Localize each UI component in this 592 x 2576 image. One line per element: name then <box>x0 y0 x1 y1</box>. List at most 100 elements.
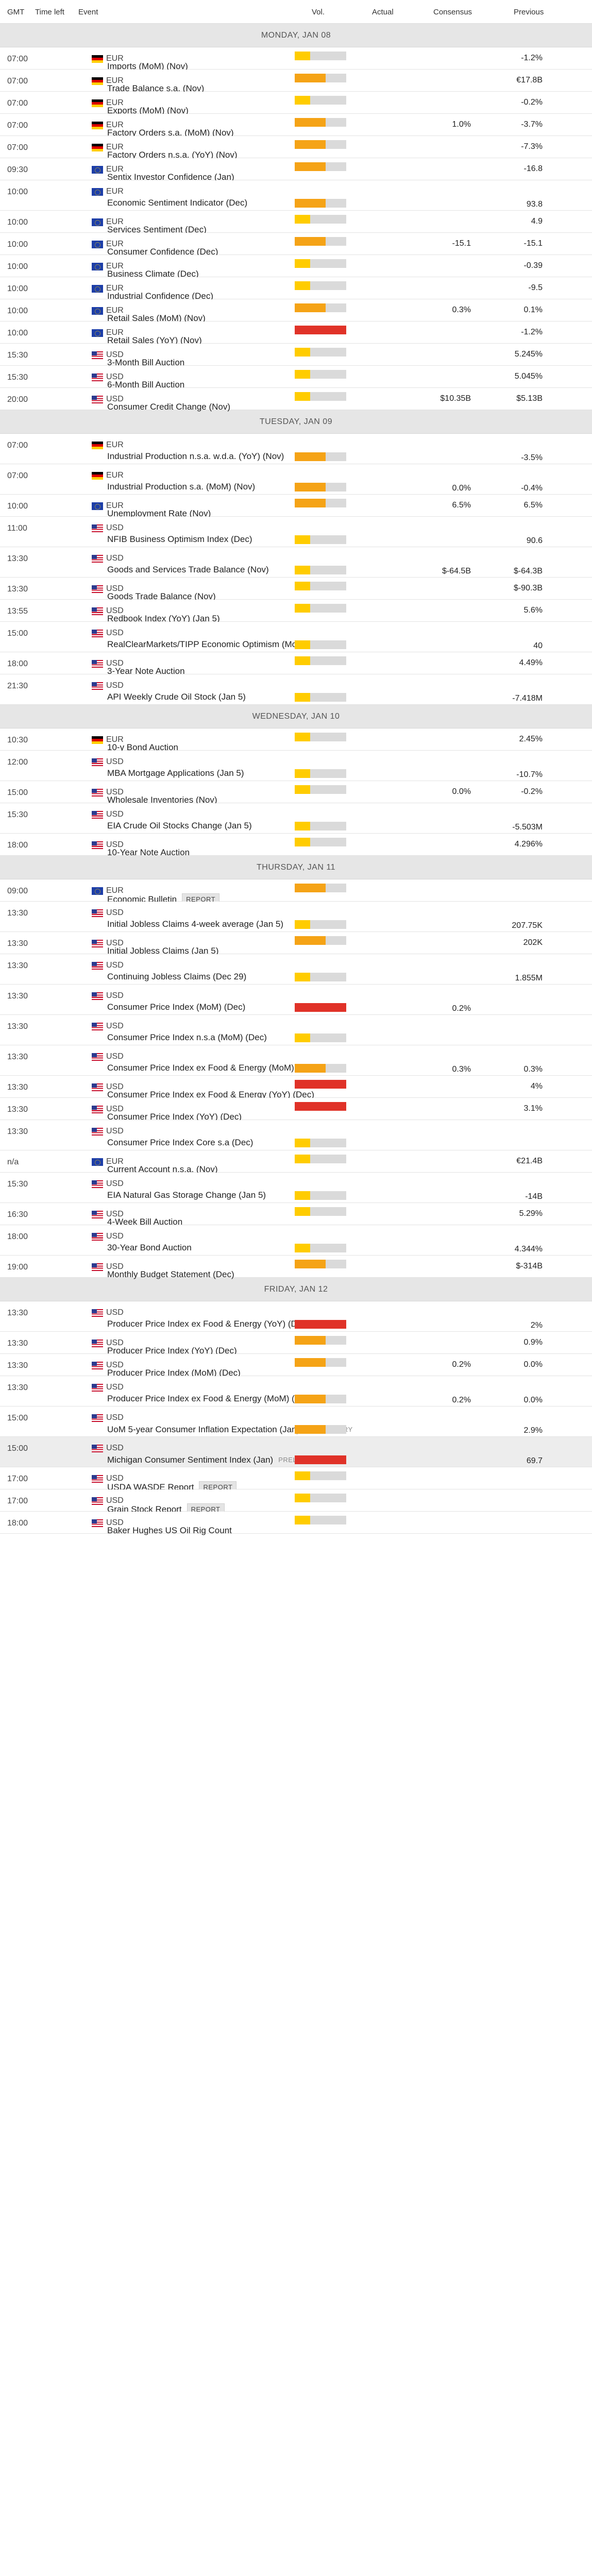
event-row[interactable]: 10:00 EUR Industrial Confidence (Dec) -9.5 <box>0 277 592 301</box>
event-name-text[interactable]: API Weekly Crude Oil Stock (Jan 5) <box>107 692 246 702</box>
event-name[interactable]: Producer Price Index ex Food & Energy (Y… <box>107 1319 309 1329</box>
event-name-text[interactable]: Retail Sales (YoY) (Nov) <box>107 335 202 345</box>
event-row[interactable]: 07:00 EUR Factory Orders s.a. (MoM) (Nov) 1… <box>0 114 592 138</box>
col-gmt[interactable]: GMT <box>7 8 25 16</box>
event-name-text[interactable]: RealClearMarkets/TIPP Economic Optimism … <box>107 639 330 649</box>
event-row[interactable]: 15:00 USD RealClearMarkets/TIPP Economic O… <box>0 622 592 652</box>
event-row[interactable]: 16:30 USD 4-Week Bill Auction 5.29% <box>0 1203 592 1227</box>
event-row[interactable]: 15:30 USD EIA Crude Oil Stocks Change (Jan… <box>0 803 592 834</box>
event-name-text[interactable]: 30-Year Bond Auction <box>107 1243 192 1252</box>
event-row[interactable]: 20:00 USD Consumer Credit Change (Nov) $10.… <box>0 388 592 412</box>
event-name[interactable]: API Weekly Crude Oil Stock (Jan 5) <box>107 692 246 702</box>
event-name[interactable]: Trade Balance s.a. (Nov) <box>107 83 204 94</box>
event-row[interactable]: 13:30 USD Initial Jobless Claims 4-week av… <box>0 902 592 932</box>
event-name[interactable]: Services Sentiment (Dec) <box>107 225 207 235</box>
event-row[interactable]: 13:55 USD Redbook Index (YoY) (Jan 5) 5.6% <box>0 600 592 623</box>
event-name[interactable]: Producer Price Index (YoY) (Dec) <box>107 1346 237 1356</box>
event-name[interactable]: Monthly Budget Statement (Dec) <box>107 1269 234 1280</box>
event-name[interactable]: Factory Orders n.s.a. (YoY) (Nov) <box>107 150 238 160</box>
col-previous[interactable]: Previous <box>514 8 544 16</box>
event-name-text[interactable]: Initial Jobless Claims (Jan 5) <box>107 946 219 956</box>
event-name-text[interactable]: EIA Crude Oil Stocks Change (Jan 5) <box>107 821 252 831</box>
event-name-text[interactable]: Consumer Price Index ex Food & Energy (M… <box>107 1063 318 1073</box>
event-name-text[interactable]: Initial Jobless Claims 4-week average (J… <box>107 919 284 929</box>
event-name[interactable]: Consumer Price Index (YoY) (Dec) <box>107 1112 242 1122</box>
event-row[interactable]: 15:30 USD 3-Month Bill Auction 5.245% <box>0 344 592 368</box>
event-name-text[interactable]: Factory Orders n.s.a. (YoY) (Nov) <box>107 150 238 160</box>
event-name[interactable]: Goods Trade Balance (Nov) <box>107 591 216 602</box>
event-name[interactable]: RealClearMarkets/TIPP Economic Optimism … <box>107 639 329 650</box>
event-row[interactable]: 07:00 EUR Industrial Production n.s.a. w.d… <box>0 434 592 464</box>
event-row[interactable]: 10:00 EUR Retail Sales (MoM) (Nov) 0.3% 0.1% <box>0 299 592 324</box>
event-name-text[interactable]: Goods Trade Balance (Nov) <box>107 591 216 601</box>
event-name[interactable]: 4-Week Bill Auction <box>107 1217 182 1227</box>
event-name-text[interactable]: Redbook Index (YoY) (Jan 5) <box>107 614 220 623</box>
event-name[interactable]: 10-Year Note Auction <box>107 848 190 858</box>
event-name[interactable]: 3-Year Note Auction <box>107 666 185 676</box>
event-name[interactable]: Industrial Confidence (Dec) <box>107 291 213 301</box>
event-name-text[interactable]: EIA Natural Gas Storage Change (Jan 5) <box>107 1190 266 1200</box>
event-name[interactable]: Consumer Price Index n.s.a (MoM) (Dec) <box>107 1032 267 1043</box>
event-name[interactable]: Retail Sales (YoY) (Nov) <box>107 335 202 346</box>
event-row[interactable]: 13:30 USD Goods Trade Balance (Nov) $-90.3B <box>0 578 592 602</box>
event-row[interactable]: 13:30 USD Goods and Services Trade Balance… <box>0 547 592 578</box>
event-name-text[interactable]: Wholesale Inventories (Nov) <box>107 795 217 805</box>
event-name-text[interactable]: Grain Stock Report <box>107 1504 182 1514</box>
event-name[interactable]: EIA Crude Oil Stocks Change (Jan 5) <box>107 821 252 831</box>
event-row[interactable]: 11:00 USD NFIB Business Optimism Index (De… <box>0 517 592 547</box>
event-name[interactable]: MBA Mortgage Applications (Jan 5) <box>107 768 244 778</box>
event-name-text[interactable]: Goods and Services Trade Balance (Nov) <box>107 565 269 574</box>
col-time-left[interactable]: Time left <box>35 8 64 16</box>
event-name-text[interactable]: Consumer Price Index (YoY) (Dec) <box>107 1112 242 1122</box>
event-name[interactable]: Sentix Investor Confidence (Jan) <box>107 172 234 182</box>
event-name-text[interactable]: Producer Price Index (MoM) (Dec) <box>107 1368 241 1378</box>
event-name-text[interactable]: Factory Orders s.a. (MoM) (Nov) <box>107 128 234 138</box>
event-name[interactable]: Imports (MoM) (Nov) <box>107 61 188 72</box>
event-row[interactable]: 13:30 USD Producer Price Index (MoM) (Dec)… <box>0 1354 592 1378</box>
event-name-text[interactable]: 6-Month Bill Auction <box>107 380 185 389</box>
event-name-text[interactable]: Michigan Consumer Sentiment Index (Jan) <box>107 1454 274 1465</box>
event-name-text[interactable]: 10-Year Note Auction <box>107 848 190 857</box>
event-name[interactable]: Producer Price Index ex Food & Energy (M… <box>107 1394 313 1404</box>
event-row[interactable]: 13:30 USD Consumer Price Index ex Food & E… <box>0 1045 592 1076</box>
event-name[interactable]: Consumer Price Index (MoM) (Dec) <box>107 1002 245 1012</box>
col-consensus[interactable]: Consensus <box>433 8 472 16</box>
event-row[interactable]: 10:00 EUR Retail Sales (YoY) (Nov) -1.2% <box>0 321 592 346</box>
event-row[interactable]: 07:00 EUR Exports (MoM) (Nov) -0.2% <box>0 92 592 115</box>
event-name-text[interactable]: Trade Balance s.a. (Nov) <box>107 83 205 93</box>
event-name[interactable]: Retail Sales (MoM) (Nov) <box>107 313 206 324</box>
event-name-text[interactable]: Economic Sentiment Indicator (Dec) <box>107 198 248 208</box>
col-actual[interactable]: Actual <box>372 8 394 16</box>
event-row[interactable]: 10:00 EUR Business Climate (Dec) -0.39 <box>0 255 592 279</box>
event-row[interactable]: 10:00 EUR Services Sentiment (Dec) 4.9 <box>0 211 592 235</box>
event-row[interactable]: 13:30 USD Consumer Price Index (YoY) (Dec)… <box>0 1098 592 1122</box>
event-name[interactable]: Economic Sentiment Indicator (Dec) <box>107 198 247 208</box>
event-row[interactable]: 18:00 USD 10-Year Note Auction 4.296% <box>0 834 592 858</box>
event-row[interactable]: 15:30 USD EIA Natural Gas Storage Change (… <box>0 1173 592 1203</box>
event-name[interactable]: Michigan Consumer Sentiment Index (Jan)P… <box>107 1454 327 1465</box>
event-name[interactable]: Continuing Jobless Claims (Dec 29) <box>107 972 246 982</box>
event-name-text[interactable]: Industrial Production n.s.a. w.d.a. (YoY… <box>107 451 284 461</box>
event-row[interactable]: 18:00 USD 30-Year Bond Auction 4.344% <box>0 1225 592 1256</box>
event-name[interactable]: 3-Month Bill Auction <box>107 358 184 368</box>
event-row[interactable]: 07:00 EUR Trade Balance s.a. (Nov) €17.8B <box>0 70 592 94</box>
event-name[interactable]: Consumer Credit Change (Nov) <box>107 402 230 412</box>
event-name[interactable]: 10-y Bond Auction <box>107 742 178 753</box>
event-name-text[interactable]: Consumer Credit Change (Nov) <box>107 402 231 412</box>
event-row[interactable]: 07:00 EUR Factory Orders n.s.a. (YoY) (Nov… <box>0 136 592 160</box>
event-row[interactable]: 13:30 USD Continuing Jobless Claims (Dec 2… <box>0 954 592 985</box>
event-name[interactable]: Consumer Confidence (Dec) <box>107 247 218 257</box>
event-name-text[interactable]: Consumer Price Index (MoM) (Dec) <box>107 1002 246 1012</box>
event-name-text[interactable]: Retail Sales (MoM) (Nov) <box>107 313 206 323</box>
event-row[interactable]: 15:00 USD Wholesale Inventories (Nov) 0.0% -… <box>0 781 592 805</box>
event-name[interactable]: Consumer Price Index Core s.a (Dec) <box>107 1138 253 1148</box>
event-name-text[interactable]: MBA Mortgage Applications (Jan 5) <box>107 768 244 778</box>
event-name-text[interactable]: Industrial Production s.a. (MoM) (Nov) <box>107 482 256 492</box>
event-row[interactable]: 15:30 USD 6-Month Bill Auction 5.045% <box>0 366 592 389</box>
event-row[interactable]: 09:00 EUR Economic Bulletin REPORT <box>0 879 592 905</box>
event-row[interactable]: 10:30 EUR 10-y Bond Auction 2.45% <box>0 728 592 753</box>
event-name[interactable]: Producer Price Index (MoM) (Dec) <box>107 1368 241 1378</box>
event-name[interactable]: Goods and Services Trade Balance (Nov) <box>107 565 269 575</box>
event-name-text[interactable]: Baker Hughes US Oil Rig Count <box>107 1526 232 1535</box>
event-name[interactable]: Consumer Price Index ex Food & Energy (M… <box>107 1063 318 1073</box>
